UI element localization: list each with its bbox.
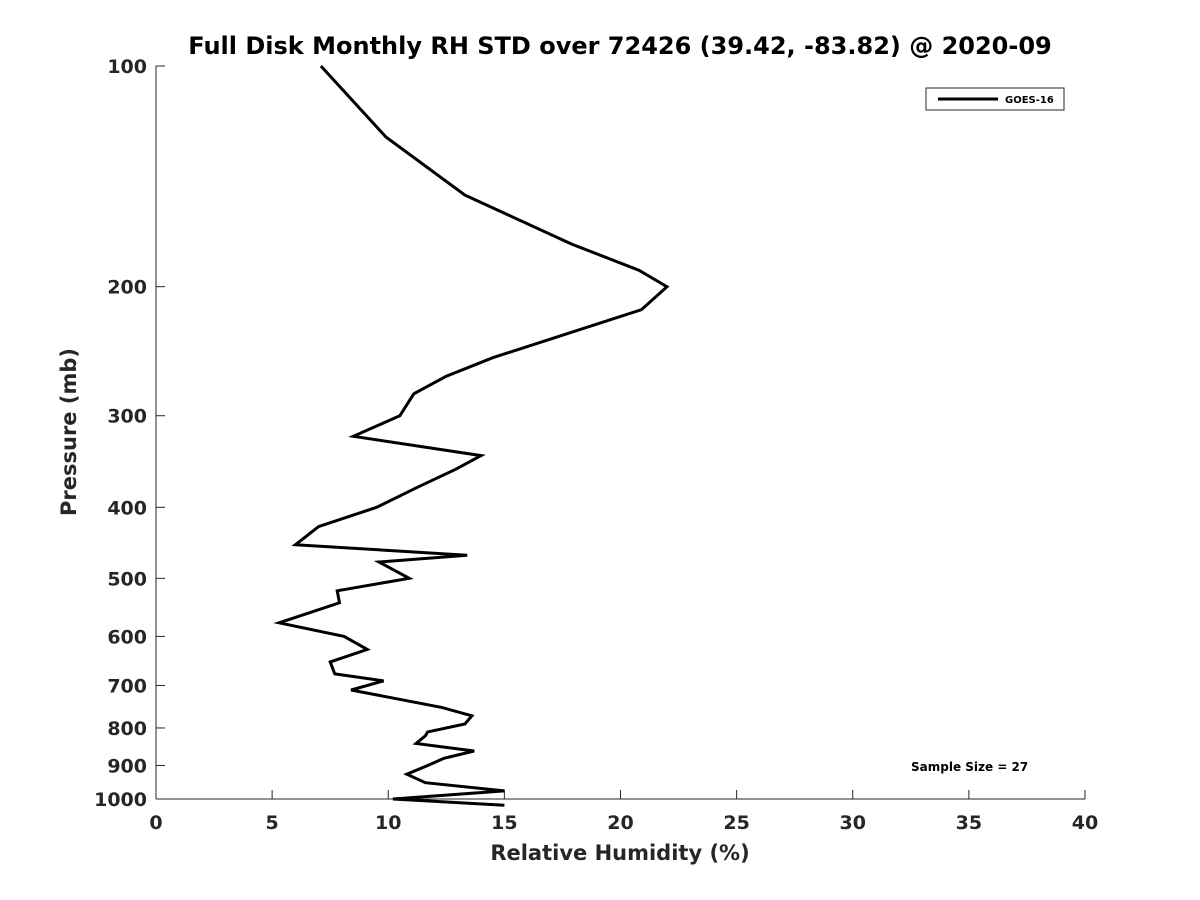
y-tick-label: 700 (107, 675, 147, 697)
chart-title: Full Disk Monthly RH STD over 72426 (39.… (188, 32, 1051, 60)
y-ticks: 100 200 300 400 500 600 700 800 900 1000 (94, 56, 165, 811)
x-axis-label: Relative Humidity (%) (490, 841, 749, 865)
y-tick-label: 500 (107, 568, 147, 590)
plot-area (156, 66, 1085, 799)
x-tick-label: 10 (375, 812, 401, 834)
y-tick-label: 600 (107, 626, 147, 648)
x-tick-label: 0 (149, 812, 162, 834)
x-tick-label: 25 (723, 812, 749, 834)
x-tick-label: 20 (607, 812, 633, 834)
y-tick-label: 400 (107, 497, 147, 519)
legend-label-goes-16: GOES-16 (1005, 95, 1054, 106)
y-tick-label: 800 (107, 718, 147, 740)
x-ticks: 0 5 10 15 20 25 30 35 40 (149, 790, 1098, 834)
series-line-goes-16 (273, 64, 670, 807)
x-tick-label: 30 (840, 812, 866, 834)
y-tick-label: 900 (107, 755, 147, 777)
y-axis-label: Pressure (mb) (57, 348, 81, 516)
y-tick-label: 100 (107, 56, 147, 78)
legend: GOES-16 (925, 87, 1065, 111)
x-tick-label: 5 (266, 812, 279, 834)
x-tick-label: 15 (491, 812, 517, 834)
y-tick-label: 1000 (94, 789, 147, 811)
y-tick-label: 200 (107, 277, 147, 299)
x-tick-label: 35 (956, 812, 982, 834)
x-tick-label: 40 (1072, 812, 1098, 834)
sample-size-annotation: Sample Size = 27 (911, 760, 1028, 774)
series-layer (273, 64, 670, 807)
y-tick-label: 300 (107, 406, 147, 428)
